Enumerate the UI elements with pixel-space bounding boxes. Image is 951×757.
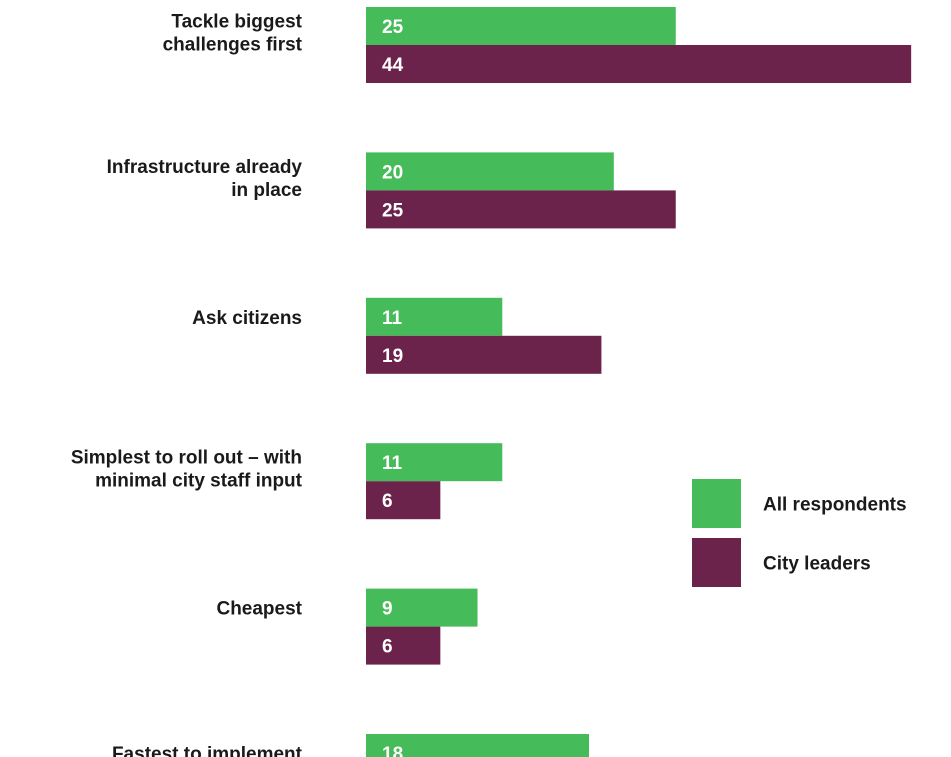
bar-value-label: 18: [382, 744, 403, 757]
category-label: challenges first: [163, 35, 303, 56]
bar-value-label: 44: [382, 55, 404, 76]
bar-value-label: 6: [382, 637, 393, 658]
legend: All respondents City leaders: [692, 479, 907, 587]
legend-swatch-city-leaders: [692, 538, 741, 587]
bar-all-respondents-3: [366, 443, 503, 482]
bar-value-label: 25: [382, 200, 404, 221]
bar-city-leaders-3: [366, 481, 441, 520]
bar-all-respondents-0: [366, 7, 676, 45]
category-label: Fastest to implement: [112, 744, 303, 757]
category-label: Infrastructure already: [107, 157, 303, 178]
category-label: in place: [231, 180, 302, 201]
bar-city-leaders-0: [366, 45, 912, 83]
bar-all-respondents-4: [366, 588, 478, 627]
bar-value-label: 19: [382, 346, 403, 367]
category-label: Tackle biggest: [171, 12, 302, 33]
bar-city-leaders-2: [366, 335, 602, 374]
bar-city-leaders-4: [366, 626, 441, 665]
bar-value-label: 11: [382, 308, 403, 329]
bar-city-leaders-1: [366, 190, 676, 229]
legend-label: City leaders: [763, 554, 871, 575]
legend-swatch-all-respondents: [692, 479, 741, 528]
category-label: Ask citizens: [192, 308, 302, 329]
category-label: Cheapest: [216, 599, 302, 620]
bar-value-label: 11: [382, 453, 403, 474]
bar-value-label: 9: [382, 599, 393, 620]
category-label: minimal city staff input: [95, 471, 303, 492]
bar-value-label: 6: [382, 491, 393, 512]
bars-group: 25 44 20 25 11 19 11 6 9 6 18: [366, 7, 912, 757]
bar-value-label: 20: [382, 162, 403, 183]
bar-all-respondents-5: [366, 734, 590, 757]
bar-value-label: 25: [382, 17, 404, 38]
bar-all-respondents-1: [366, 152, 614, 191]
legend-label: All respondents: [763, 495, 907, 516]
category-label: Simplest to roll out – with: [71, 448, 302, 469]
bar-all-respondents-2: [366, 297, 503, 336]
